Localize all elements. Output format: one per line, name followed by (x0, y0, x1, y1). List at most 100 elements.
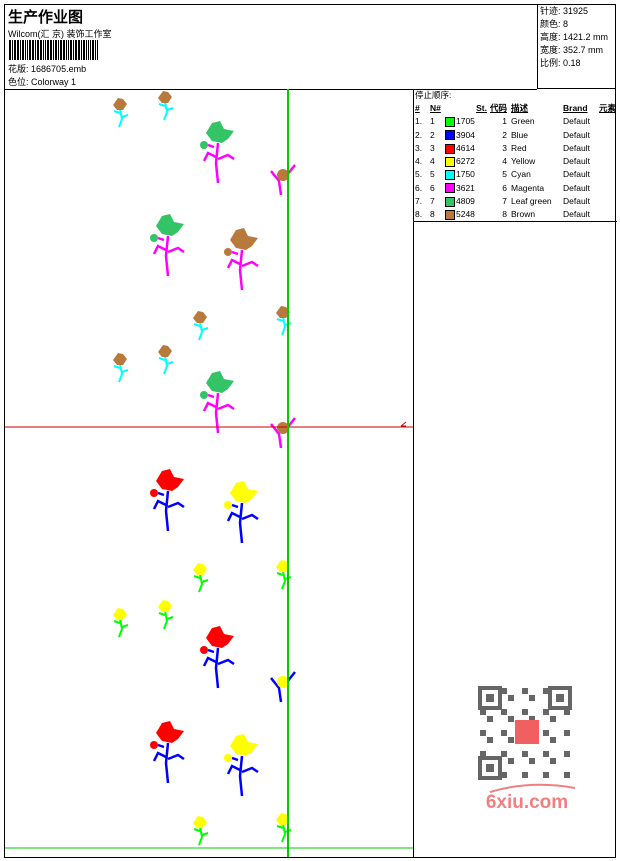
design-file: 花版: 1686705.emb (8, 62, 86, 75)
color-swatch (445, 210, 455, 221)
stat-row: 宽度: 352.7 mm (540, 44, 614, 57)
motif-stem (158, 610, 174, 630)
motif-head (206, 371, 234, 393)
watermark-text: 6xiu.com (486, 792, 568, 813)
motif-stem (152, 742, 185, 784)
row-stitches: 3904 (445, 129, 487, 142)
motif-head (277, 169, 289, 181)
color-swatch (445, 170, 455, 181)
row-index: 5. (415, 169, 423, 180)
row-brand: Default (563, 142, 590, 153)
row-code: 4 (502, 156, 507, 167)
motif-head (206, 626, 234, 648)
row-stitches: 5248 (445, 208, 487, 221)
motif-head (113, 98, 127, 110)
motif-head (206, 121, 234, 143)
color-swatch (445, 116, 455, 127)
motif-head (277, 676, 289, 688)
motif-bud (150, 489, 158, 497)
table-row: 6. 6 3621 6 Magenta Default (415, 182, 617, 195)
motif-stem (158, 101, 174, 121)
motif-stem (226, 755, 259, 797)
stop-sequence-table: 停止顺序: # N# St. 代码 描述 Brand 元素 1. 1 1705 1 Green Defa… (414, 89, 617, 222)
row-stitches: 4614 (445, 142, 487, 155)
barcode-bar (90, 40, 91, 60)
row-stitches: 3621 (445, 182, 487, 195)
motif-bud (224, 248, 232, 256)
motif-head (193, 311, 207, 323)
row-stitches: 1705 (445, 115, 487, 128)
color-swatch (445, 183, 455, 194)
motif-bud (224, 754, 232, 762)
row-brand: Default (563, 169, 590, 180)
row-description: Magenta (511, 182, 545, 193)
motif-head (113, 608, 127, 620)
design-value: 1686705.emb (31, 64, 87, 74)
row-index: 1. (415, 116, 423, 127)
motif-stem (226, 249, 259, 291)
row-code: 6 (502, 182, 507, 193)
column-header: # (415, 103, 420, 113)
barcode-bar (55, 40, 57, 60)
barcode-bar (27, 40, 28, 60)
colorway-label: 色位: (8, 77, 29, 87)
row-needle: 6 (430, 182, 435, 193)
row-index: 3. (415, 142, 423, 153)
row-brand: Default (563, 156, 590, 167)
barcode-bar (83, 40, 85, 60)
motif-stem (193, 573, 209, 593)
barcode-bar (47, 40, 49, 60)
row-needle: 5 (430, 169, 435, 180)
row-description: Yellow (511, 156, 536, 167)
barcode-bar (58, 40, 59, 60)
motif-head (156, 721, 184, 743)
stop-sequence-caption: 停止顺序: (415, 90, 452, 100)
row-stitches: 6272 (445, 155, 487, 168)
stop-sequence-panel: 停止顺序: # N# St. 代码 描述 Brand 元素 1. 1 1705 1 Green Defa… (413, 89, 617, 858)
barcode-bar (50, 40, 52, 60)
barcode-bar (22, 40, 24, 60)
row-stitches: 4809 (445, 195, 487, 208)
barcode-bar (40, 40, 42, 60)
motif-head (230, 734, 258, 756)
motif-bud (150, 234, 158, 242)
stat-value: 1421.2 mm (563, 32, 609, 42)
row-brand: Default (563, 209, 590, 220)
stats-panel: 针迹: 31925 颜色: 8 高度: 1421.2 mm 宽度: 352.7 mm 比… (537, 4, 616, 89)
row-code: 8 (502, 209, 507, 220)
motif-head (158, 600, 172, 612)
color-swatch (445, 130, 455, 141)
row-needle: 4 (430, 156, 435, 167)
row-element (599, 142, 617, 155)
row-description: Blue (511, 129, 529, 140)
row-needle: 2 (430, 129, 435, 140)
row-element (599, 155, 617, 168)
motif-head (158, 345, 172, 357)
stat-value: 8 (563, 19, 569, 29)
motif-head (156, 214, 184, 236)
barcode-bar (60, 40, 62, 60)
stat-value: 352.7 mm (563, 45, 604, 55)
barcode-bar (9, 40, 11, 60)
column-header: N# (430, 103, 441, 113)
motif-stem (113, 108, 129, 128)
barcode-bar (78, 40, 80, 60)
row-brand: Default (563, 116, 590, 127)
barcode-bar (17, 40, 19, 60)
row-element (599, 182, 617, 195)
row-element (599, 129, 617, 142)
row-description: Red (511, 142, 527, 153)
row-index: 7. (415, 196, 423, 207)
barcode-bar (37, 40, 39, 60)
motif-head (276, 813, 290, 825)
barcode-bar (68, 40, 69, 60)
stat-row: 高度: 1421.2 mm (540, 31, 614, 44)
motif-bud (150, 741, 158, 749)
barcode-bar (73, 40, 74, 60)
barcode-bar (43, 40, 44, 60)
stitch-count: 1750 (456, 169, 475, 180)
color-swatch (445, 156, 455, 167)
column-header: Brand (563, 103, 588, 113)
motif-stem (158, 355, 174, 375)
barcode-bar (29, 40, 31, 60)
